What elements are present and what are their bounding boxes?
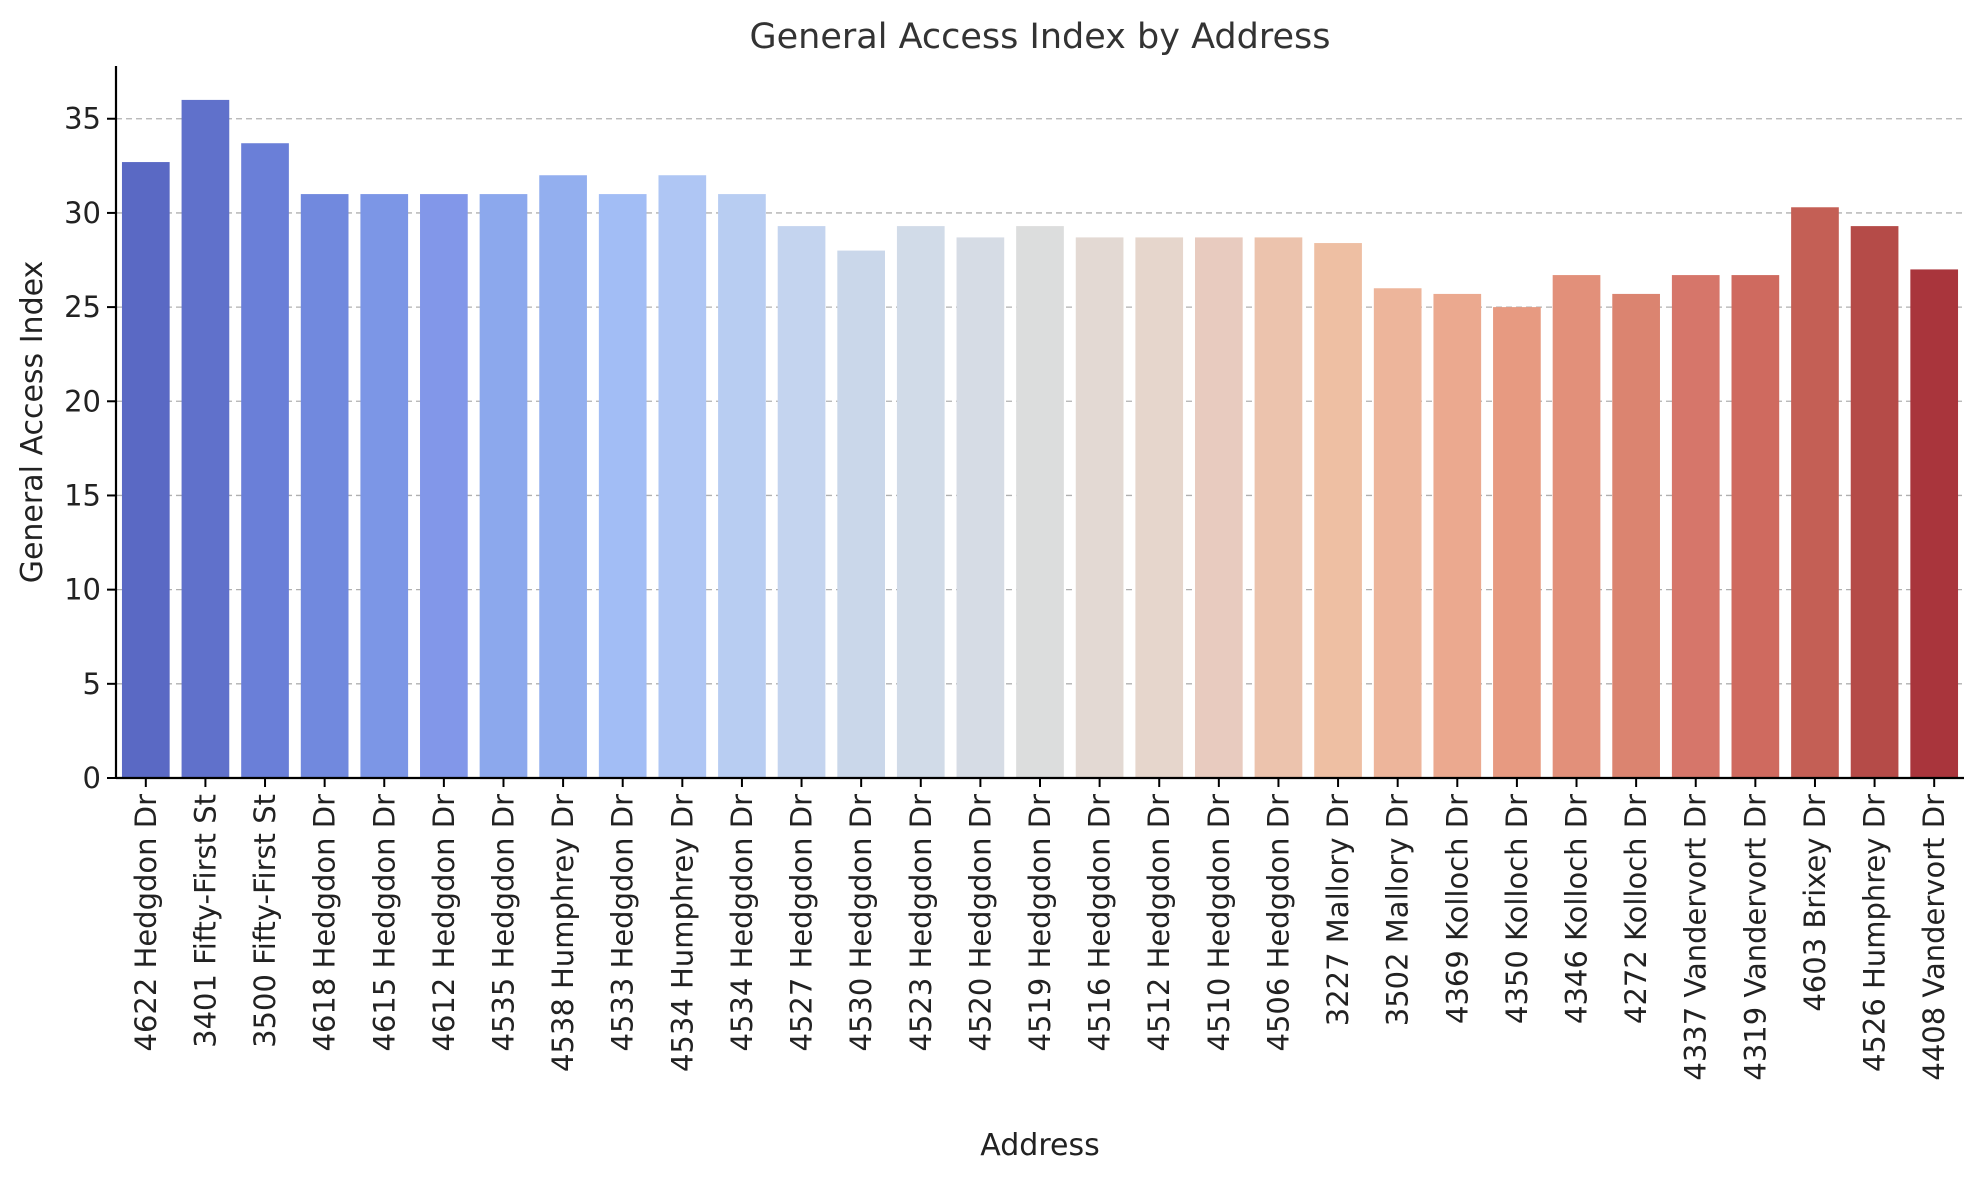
bar [718, 194, 766, 778]
bar [1254, 237, 1303, 778]
x-tick-label: 4350 Kolloch Dr [1500, 794, 1534, 1024]
x-tick-label: 4408 Vandervort Dr [1917, 794, 1951, 1081]
x-tick-label: 3500 Fifty-First St [248, 794, 282, 1048]
x-tick-label: 4512 Hedgdon Dr [1142, 794, 1176, 1052]
bar [1135, 237, 1184, 778]
y-tick-label: 35 [64, 102, 101, 136]
y-tick-label: 20 [64, 384, 101, 418]
bar [479, 194, 528, 778]
x-tick-label: 4535 Hedgdon Dr [486, 794, 520, 1052]
bar [1850, 226, 1899, 778]
bar [1016, 226, 1064, 778]
bar [1791, 207, 1839, 778]
bar [1314, 243, 1362, 778]
x-tick-label: 4527 Hedgdon Dr [785, 794, 819, 1052]
y-tick-label: 25 [64, 290, 101, 324]
x-tick-label: 4520 Hedgdon Dr [963, 794, 997, 1052]
x-tick-label: 4319 Vandervort Dr [1738, 794, 1772, 1081]
bar [1671, 275, 1720, 778]
x-tick-label: 4622 Hedgdon Dr [129, 794, 163, 1052]
bar [1373, 288, 1422, 778]
x-tick-label: 3401 Fifty-First St [188, 794, 222, 1048]
x-tick-label: 4603 Brixey Dr [1798, 794, 1832, 1012]
x-tick-label: 4534 Humphrey Dr [665, 794, 699, 1072]
bar [241, 143, 289, 778]
bar [1552, 275, 1601, 778]
x-tick-label: 4533 Hedgdon Dr [606, 794, 640, 1052]
bar [1194, 237, 1243, 778]
x-tick-label: 4519 Hedgdon Dr [1023, 794, 1057, 1052]
bar [300, 194, 349, 778]
x-tick-label: 4516 Hedgdon Dr [1083, 794, 1117, 1052]
x-axis-ticks: 4622 Hedgdon Dr 3401 Fifty-First St 3500 F… [129, 778, 1951, 1081]
bar [956, 237, 1005, 778]
x-tick-label: 4346 Kolloch Dr [1560, 794, 1594, 1024]
x-tick-label: 4272 Kolloch Dr [1619, 794, 1653, 1024]
y-tick-label: 30 [64, 196, 101, 230]
bar [777, 226, 826, 778]
bar-series [121, 99, 1959, 779]
y-tick-label: 5 [83, 667, 101, 701]
x-tick-label: 3227 Mallory Dr [1321, 794, 1355, 1026]
bar [1612, 293, 1660, 778]
x-tick-label: 3502 Mallory Dr [1381, 794, 1415, 1026]
bar [837, 250, 886, 778]
x-axis-label: Address [980, 1128, 1099, 1163]
bar [1075, 237, 1124, 778]
x-tick-label: 4615 Hedgdon Dr [367, 794, 401, 1052]
x-tick-label: 4526 Humphrey Dr [1858, 794, 1892, 1072]
bar [1731, 275, 1780, 778]
x-tick-label: 4510 Hedgdon Dr [1202, 794, 1236, 1052]
y-axis-ticks: 0 5 10 15 20 25 30 35 [64, 102, 116, 795]
y-tick-label: 0 [83, 761, 101, 795]
y-tick-label: 10 [64, 573, 101, 607]
chart-title: General Access Index by Address [750, 17, 1331, 57]
bar [658, 175, 707, 779]
bar [539, 175, 587, 779]
x-tick-label: 4369 Kolloch Dr [1440, 794, 1474, 1024]
x-tick-label: 4538 Humphrey Dr [546, 794, 580, 1072]
x-tick-label: 4612 Hedgdon Dr [427, 794, 461, 1052]
x-tick-label: 4506 Hedgdon Dr [1261, 794, 1295, 1052]
bar [121, 162, 170, 779]
x-tick-label: 4534 Hedgdon Dr [725, 794, 759, 1052]
bar [598, 194, 647, 778]
bar [181, 99, 230, 778]
bar [1433, 293, 1482, 778]
bar [1493, 307, 1541, 778]
bar [1910, 269, 1959, 778]
x-tick-label: 4530 Hedgdon Dr [844, 794, 878, 1052]
x-tick-label: 4618 Hedgdon Dr [308, 794, 342, 1052]
y-tick-label: 15 [64, 478, 101, 512]
y-axis-label: General Access Index [15, 261, 50, 584]
bar [420, 194, 468, 778]
bar [896, 226, 945, 778]
x-tick-label: 4337 Vandervort Dr [1679, 794, 1713, 1081]
x-tick-label: 4523 Hedgdon Dr [904, 794, 938, 1052]
bar [360, 194, 409, 778]
